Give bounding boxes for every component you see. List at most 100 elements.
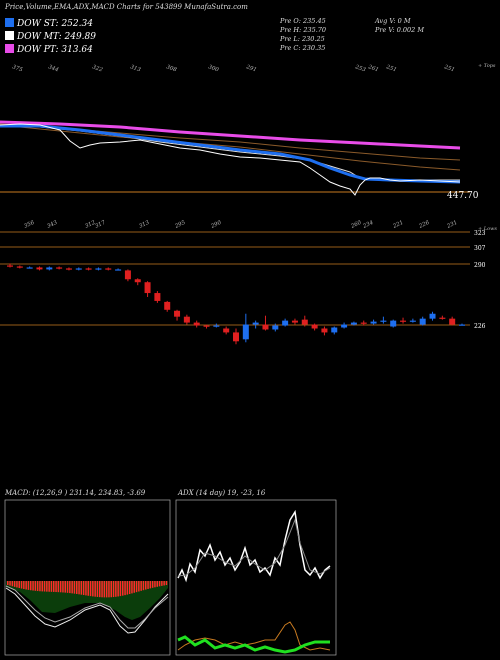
low-value-label: 356 xyxy=(23,220,36,230)
macd-histogram-bar xyxy=(11,581,14,587)
candle-body xyxy=(272,325,279,330)
candle-body xyxy=(360,322,367,324)
low-value-label: 312 xyxy=(84,220,97,230)
low-value-label: 231 xyxy=(445,220,458,230)
candle-body xyxy=(105,268,112,270)
price-axis-label: 323 xyxy=(474,230,486,237)
candle-body xyxy=(449,318,456,325)
macd-histogram-bar xyxy=(154,581,156,588)
macd-histogram-bar xyxy=(101,581,103,598)
candle-body xyxy=(380,320,387,322)
low-value-label: 260 xyxy=(349,220,362,231)
macd-histogram-bar xyxy=(39,581,41,592)
price-axis-label: 226 xyxy=(474,323,486,330)
macd-histogram-bar xyxy=(48,581,50,592)
top-value-label: 291 xyxy=(244,64,257,74)
macd-histogram-bar xyxy=(89,581,92,597)
macd-title: MACD: (12,26,9 ) 231.14, 234.83, -3.69 xyxy=(4,489,146,497)
macd-histogram-bar xyxy=(53,581,55,592)
top-value-label: 261 xyxy=(366,64,379,74)
ema-pink-line xyxy=(0,120,461,150)
macd-histogram-bar xyxy=(92,581,94,597)
candle-body xyxy=(115,269,122,271)
macd-histogram-bar xyxy=(87,581,89,596)
macd-histogram-bar xyxy=(71,581,73,594)
chart-title: Price,Volume,EMA,ADX,MACD Charts for 543… xyxy=(4,3,248,11)
macd-histogram-bar xyxy=(76,581,78,594)
prev-close: Pre C: 230.35 xyxy=(279,44,325,52)
low-value-label: 290 xyxy=(209,220,222,231)
dow-pt-label: DOW PT: 313.64 xyxy=(16,45,93,55)
prev-volume: Pre V: 0.002 M xyxy=(374,26,424,34)
macd-histogram-bar xyxy=(41,581,43,592)
candle-body xyxy=(262,324,269,330)
macd-histogram-bar xyxy=(138,581,140,592)
candle-body xyxy=(459,324,465,326)
macd-histogram-bar xyxy=(126,581,129,595)
dow-st-label: DOW ST: 252.34 xyxy=(16,19,93,29)
macd-histogram-bar xyxy=(25,581,27,590)
price-axis-label: 307 xyxy=(474,245,486,252)
candle-body xyxy=(409,320,416,322)
candle-body xyxy=(154,293,161,301)
low-value-label: 226 xyxy=(417,220,430,231)
top-value-label: 251 xyxy=(442,64,455,74)
macd-histogram-bar xyxy=(69,581,71,594)
candle-body xyxy=(164,301,171,310)
macd-histogram-bar xyxy=(122,581,124,596)
candle-body xyxy=(291,320,298,323)
candle-body xyxy=(213,325,220,327)
macd-histogram-bar xyxy=(62,581,64,593)
candle-body xyxy=(36,267,43,270)
candles xyxy=(7,263,465,345)
top-value-label: 344 xyxy=(47,64,59,73)
tops-label: + Tops xyxy=(478,63,496,69)
candle-body xyxy=(183,316,190,323)
macd-histogram-bar xyxy=(73,581,76,594)
macd-histogram-bar xyxy=(36,581,39,592)
macd-histogram-bar xyxy=(128,581,131,595)
low-value-label: 343 xyxy=(46,220,59,230)
macd-histogram-bar xyxy=(145,581,147,590)
candle-body xyxy=(390,320,397,327)
macd-histogram-bar xyxy=(94,581,96,597)
candle-body xyxy=(341,324,348,328)
macd-histogram-bar xyxy=(140,581,142,591)
adx-gray-line xyxy=(177,518,331,577)
macd-histogram-bar xyxy=(124,581,126,596)
macd-histogram-bar xyxy=(112,581,115,598)
macd-histogram-bar xyxy=(165,581,168,586)
candle-body xyxy=(56,267,63,269)
candle-body xyxy=(124,270,131,280)
adx-frame xyxy=(175,499,337,656)
candle-body xyxy=(439,317,446,319)
macd-histogram-bar xyxy=(147,581,149,589)
macd-histogram-bar xyxy=(64,581,66,593)
candle-body xyxy=(65,268,72,270)
candle-body xyxy=(203,325,210,327)
macd-histogram-bar xyxy=(158,581,161,587)
candle-body xyxy=(233,332,239,342)
candle-body xyxy=(252,322,259,325)
candle-body xyxy=(282,320,289,326)
macd-histogram-bar xyxy=(27,581,30,590)
low-value-label: 313 xyxy=(138,220,151,230)
macd-histogram-bar xyxy=(80,581,83,595)
top-value-label: 251 xyxy=(384,64,397,74)
candle-body xyxy=(429,313,436,319)
macd-histogram-bar xyxy=(9,581,11,586)
candle-body xyxy=(223,328,230,333)
dow-st-swatch xyxy=(5,18,14,27)
macd-histogram-bar xyxy=(142,581,145,591)
low-value-label: 295 xyxy=(173,220,186,231)
macd-histogram-bar xyxy=(85,581,87,596)
macd-histogram-bar xyxy=(59,581,62,593)
candle-body xyxy=(26,267,33,269)
macd-histogram xyxy=(7,581,168,598)
adx-green-line xyxy=(177,635,330,654)
macd-histogram-bar xyxy=(78,581,80,595)
macd-histogram-bar xyxy=(20,581,23,589)
candle-body xyxy=(321,328,328,333)
